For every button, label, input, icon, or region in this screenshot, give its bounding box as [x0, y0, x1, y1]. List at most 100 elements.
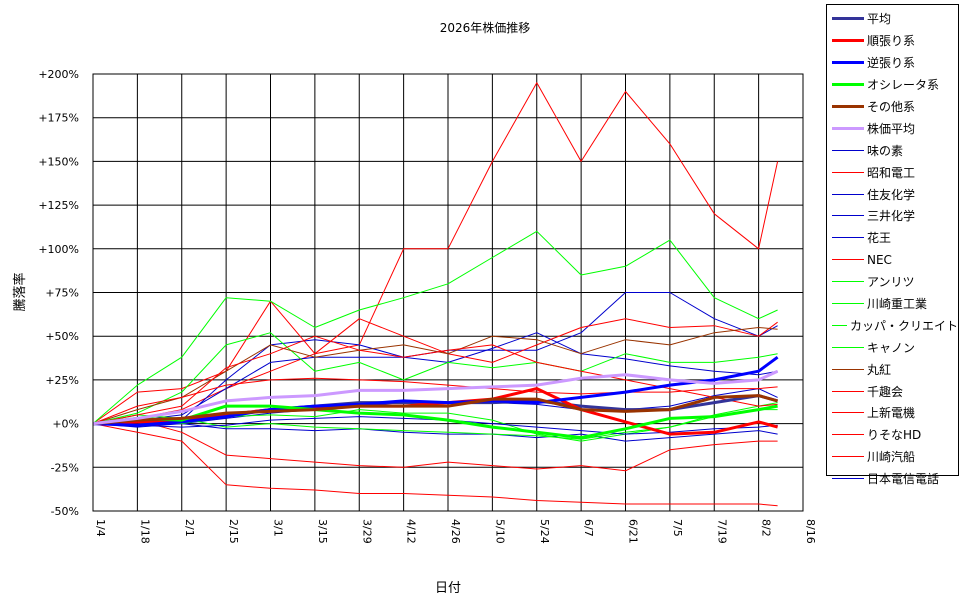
plot-area-border	[92, 73, 804, 512]
legend-swatch	[832, 281, 864, 283]
series-line-19	[92, 423, 778, 507]
x-tick-label: 7/5	[671, 519, 684, 537]
legend-label: りそなHD	[867, 428, 922, 443]
legend-swatch	[832, 17, 864, 21]
x-tick-label: 4/12	[405, 519, 418, 544]
series-line-7	[92, 82, 779, 425]
legend-label: 丸紅	[867, 362, 892, 377]
series-line-3	[92, 404, 778, 440]
series-line-2	[92, 355, 779, 427]
legend-label: 逆張り系	[867, 56, 916, 71]
legend-label: オシレータ系	[867, 78, 940, 93]
y-tick-label: +75%	[45, 287, 79, 300]
legend-item: キャノン	[827, 336, 958, 358]
legend-item: 味の素	[827, 139, 958, 161]
y-tick-label: +200%	[38, 68, 79, 81]
x-tick-label: 6/21	[627, 519, 640, 544]
legend-item: 日本電信電話	[827, 468, 958, 490]
legend-label: 住友化学	[867, 187, 916, 202]
x-tick-label: 5/24	[538, 519, 551, 544]
legend-item: りそなHD	[827, 424, 958, 446]
legend-swatch	[832, 83, 864, 87]
legend-label: 川崎重工業	[867, 297, 928, 312]
grid	[92, 73, 804, 512]
x-tick-label: 8/2	[760, 519, 773, 537]
legend-item: 住友化学	[827, 183, 958, 205]
series-line-13	[92, 332, 778, 425]
legend-item: 上新電機	[827, 402, 958, 424]
legend-label: 千趣会	[867, 384, 904, 399]
legend-label: 味の素	[867, 143, 904, 158]
legend-item: オシレータ系	[827, 74, 958, 96]
series-line-1	[92, 387, 778, 436]
x-axis-label: 日付	[435, 581, 461, 596]
x-tick-label: 2/1	[183, 519, 196, 537]
legend-label: アンリツ	[867, 275, 915, 290]
legend-label: 昭和電工	[867, 165, 916, 180]
legend-label: 三井化学	[867, 209, 916, 224]
legend-swatch	[832, 171, 864, 173]
x-tick-label: 2/15	[227, 519, 240, 544]
legend-swatch	[832, 215, 864, 217]
legend-label: 日本電信電話	[867, 472, 940, 487]
legend-item: 川崎汽船	[827, 446, 958, 468]
x-tick-label: 3/1	[272, 519, 285, 537]
legend-label: カッパ・クリエイト	[849, 318, 958, 333]
legend: 平均 順張り系 逆張り系 オシレータ系 その他系 株価平均 味の素 昭和電工 住友化学 三井化学花…	[826, 4, 959, 486]
series-line-18	[92, 335, 778, 425]
x-tick-label: 1/18	[138, 519, 151, 544]
legend-swatch	[832, 237, 864, 239]
legend-label: 平均	[867, 12, 892, 27]
series-line-14	[92, 402, 778, 440]
legend-swatch	[832, 456, 864, 458]
x-tick-label: 3/15	[316, 519, 329, 544]
legend-item: 千趣会	[827, 380, 958, 402]
legend-swatch	[832, 105, 864, 108]
y-tick-label: +25%	[45, 374, 79, 387]
legend-item: 丸紅	[827, 358, 958, 380]
x-tick-label: 3/29	[360, 519, 373, 544]
x-tick-label: 1/4	[94, 519, 107, 537]
legend-item: 三井化学	[827, 205, 958, 227]
legend-item: 順張り系	[827, 30, 958, 52]
y-tick-label: +0%	[52, 418, 79, 431]
legend-swatch	[832, 149, 864, 151]
legend-swatch	[832, 368, 864, 370]
legend-item: 川崎重工業	[827, 293, 958, 315]
x-axis-ticks: 1/4 1/18 2/1 2/15 3/1 3/15 3/29 4/12 4/26 5/10 5/2…	[94, 519, 817, 544]
legend-item: 花王	[827, 227, 958, 249]
y-tick-label: +50%	[45, 330, 79, 343]
legend-label: 株価平均	[867, 121, 916, 136]
legend-item: アンリツ	[827, 271, 958, 293]
series-line-9	[92, 423, 778, 442]
legend-item: 株価平均	[827, 117, 958, 139]
legend-label: キャノン	[867, 340, 916, 355]
y-axis-label: 騰落率	[12, 272, 28, 311]
legend-item: カッパ・クリエイト	[827, 314, 958, 336]
x-tick-label: 5/10	[493, 519, 506, 544]
legend-label: 上新電機	[867, 406, 916, 421]
series-line-17	[92, 377, 778, 425]
y-tick-label: -25%	[51, 461, 79, 474]
legend-swatch	[832, 126, 864, 130]
legend-swatch	[832, 346, 864, 348]
x-tick-label: 4/26	[449, 519, 462, 544]
legend-label: 順張り系	[867, 34, 916, 49]
legend-swatch	[832, 434, 864, 436]
legend-label: 川崎汽船	[867, 450, 916, 465]
legend-item: 昭和電工	[827, 161, 958, 183]
legend-swatch	[832, 61, 864, 65]
legend-label: 花王	[867, 231, 892, 246]
legend-swatch	[832, 324, 847, 326]
y-axis-ticks: +200% +175% +150% +125% +100% +75% +50% +25% +0%…	[38, 68, 79, 518]
x-tick-label: 7/19	[715, 519, 728, 544]
series-line-12	[92, 230, 778, 424]
legend-swatch	[832, 39, 864, 43]
y-tick-label: +125%	[38, 199, 79, 212]
legend-swatch	[832, 303, 864, 305]
series-group	[92, 82, 779, 507]
legend-item: NEC	[827, 249, 958, 271]
legend-swatch	[832, 390, 864, 392]
legend-item: 逆張り系	[827, 52, 958, 74]
